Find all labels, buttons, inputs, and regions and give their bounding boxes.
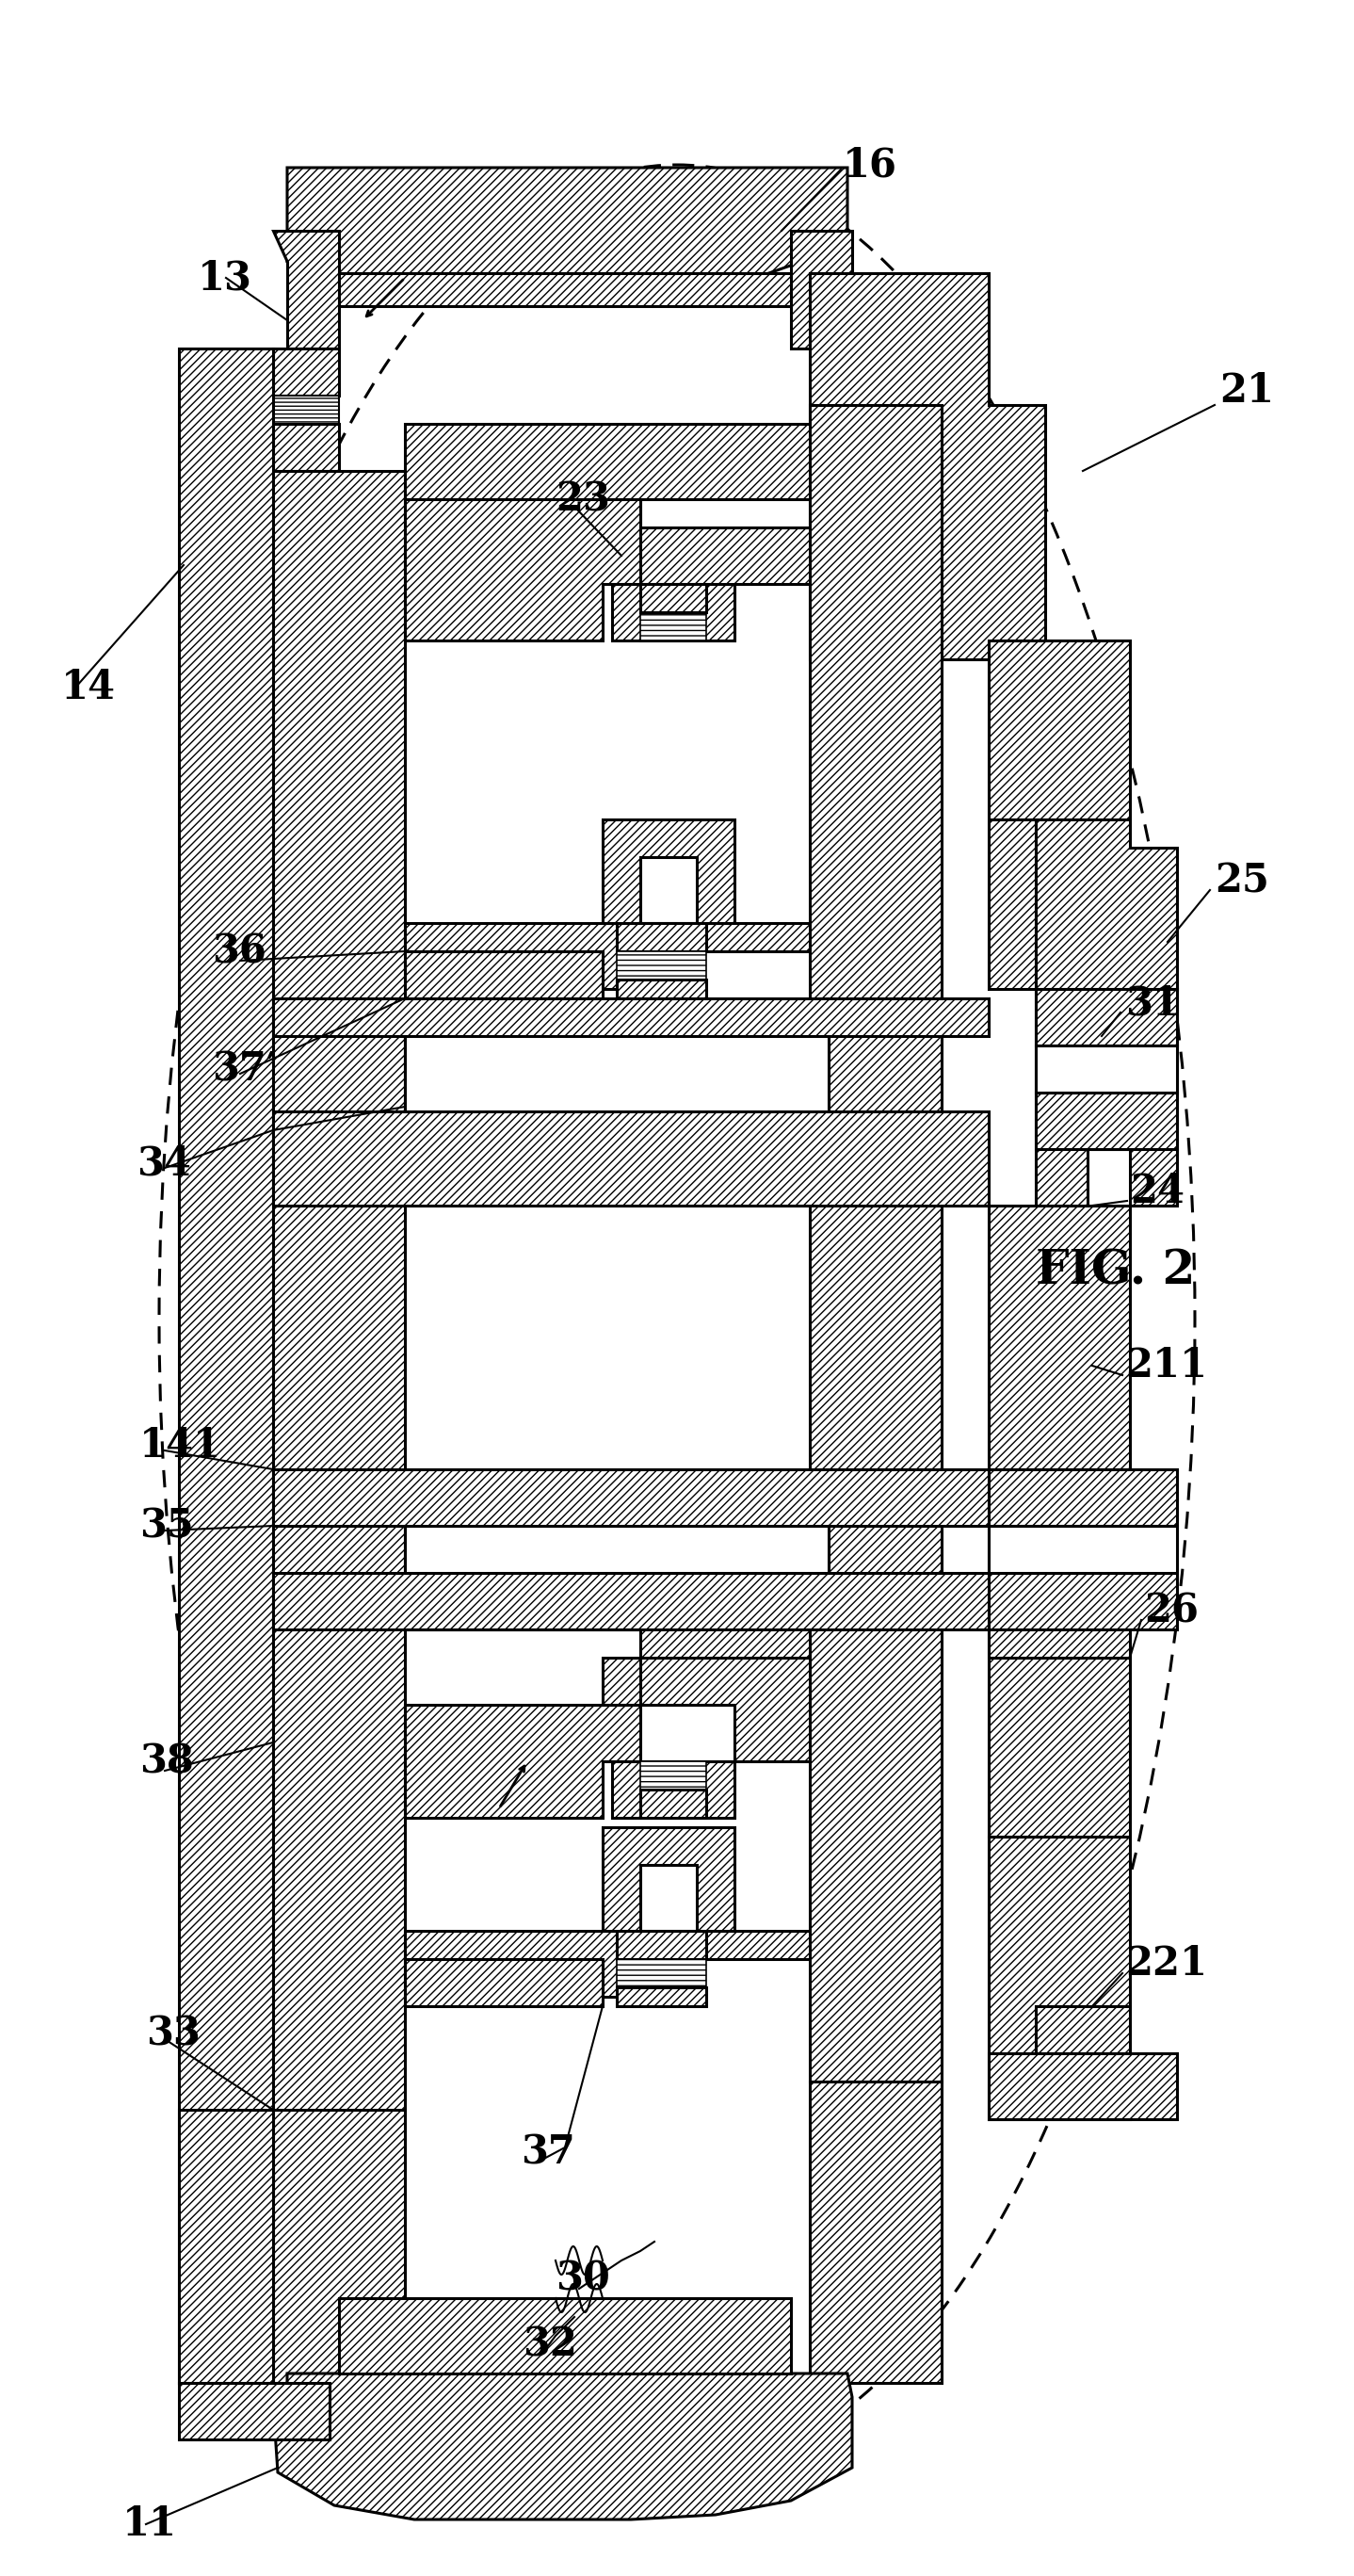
Polygon shape (405, 1932, 810, 1996)
Text: 30: 30 (555, 2259, 611, 2300)
Bar (988, 1468, 1177, 1525)
Text: FIG. 2: FIG. 2 (1036, 1249, 1196, 1296)
Text: 38: 38 (139, 1741, 194, 1780)
Polygon shape (791, 232, 852, 348)
Polygon shape (988, 641, 1129, 989)
Bar (1036, 2007, 1129, 2053)
Polygon shape (1036, 989, 1177, 1206)
Bar (616, 1986, 707, 2007)
Bar (988, 1525, 1177, 1574)
Text: 24: 24 (1129, 1172, 1185, 1211)
Polygon shape (405, 1705, 640, 1819)
Bar (1036, 989, 1177, 1046)
Polygon shape (274, 2372, 852, 2519)
Bar (274, 2110, 405, 2383)
Bar (988, 1631, 1129, 1659)
Text: 37: 37 (521, 2133, 575, 2172)
Polygon shape (405, 922, 810, 989)
Bar (640, 1790, 707, 1819)
Bar (179, 348, 274, 2383)
Bar (616, 1932, 707, 1960)
Polygon shape (405, 1960, 603, 2007)
Bar (616, 922, 707, 951)
Text: 14: 14 (61, 667, 116, 708)
Bar (640, 613, 707, 641)
Text: 25: 25 (1215, 860, 1269, 902)
Bar (640, 1762, 707, 1790)
Bar (1036, 1046, 1177, 1092)
Polygon shape (405, 1631, 810, 1705)
Polygon shape (338, 2298, 791, 2372)
Bar (988, 1574, 1177, 1631)
Bar (274, 348, 338, 397)
Polygon shape (274, 232, 338, 348)
Polygon shape (274, 1468, 988, 1631)
Polygon shape (810, 273, 1045, 659)
Text: 23: 23 (555, 479, 611, 518)
Text: 33: 33 (146, 2014, 200, 2053)
Text: 221: 221 (1125, 1945, 1208, 1984)
Bar (616, 1960, 707, 1986)
Text: 35: 35 (139, 1507, 194, 1546)
Polygon shape (405, 951, 603, 999)
Bar (405, 1036, 829, 1110)
Text: 13: 13 (198, 258, 252, 299)
Bar (616, 979, 707, 999)
Polygon shape (612, 1762, 734, 1819)
Polygon shape (603, 1826, 734, 1932)
Bar (274, 397, 338, 425)
Polygon shape (274, 999, 988, 1206)
Bar (274, 471, 405, 2383)
Bar (1036, 1092, 1177, 1149)
Bar (988, 2053, 1177, 2120)
Bar (274, 425, 338, 471)
Polygon shape (988, 1206, 1129, 1468)
Text: 31: 31 (1125, 984, 1179, 1023)
Bar (810, 2081, 941, 2383)
Text: 37′: 37′ (211, 1048, 276, 1090)
Text: 211: 211 (1125, 1345, 1208, 1386)
Polygon shape (988, 1468, 1129, 1837)
Text: 26: 26 (1144, 1592, 1198, 1631)
Polygon shape (988, 819, 1177, 989)
Bar (179, 2383, 329, 2439)
Polygon shape (640, 1659, 810, 1762)
Polygon shape (287, 167, 848, 307)
Text: 34: 34 (137, 1144, 191, 1182)
Polygon shape (405, 500, 640, 641)
Polygon shape (603, 819, 734, 922)
Bar (616, 951, 707, 979)
Bar (810, 404, 941, 2081)
Text: 11: 11 (122, 2504, 177, 2545)
Text: 32: 32 (523, 2326, 577, 2365)
Polygon shape (612, 585, 734, 641)
Text: 16: 16 (842, 144, 898, 185)
Bar (640, 585, 707, 613)
Polygon shape (405, 425, 810, 528)
Bar (179, 2110, 274, 2383)
Text: 36: 36 (211, 933, 267, 971)
Polygon shape (988, 1837, 1129, 2120)
Polygon shape (640, 528, 810, 641)
Text: 141: 141 (139, 1427, 221, 1466)
Bar (405, 1525, 829, 1574)
Text: 21: 21 (1220, 371, 1274, 410)
Polygon shape (338, 273, 791, 307)
